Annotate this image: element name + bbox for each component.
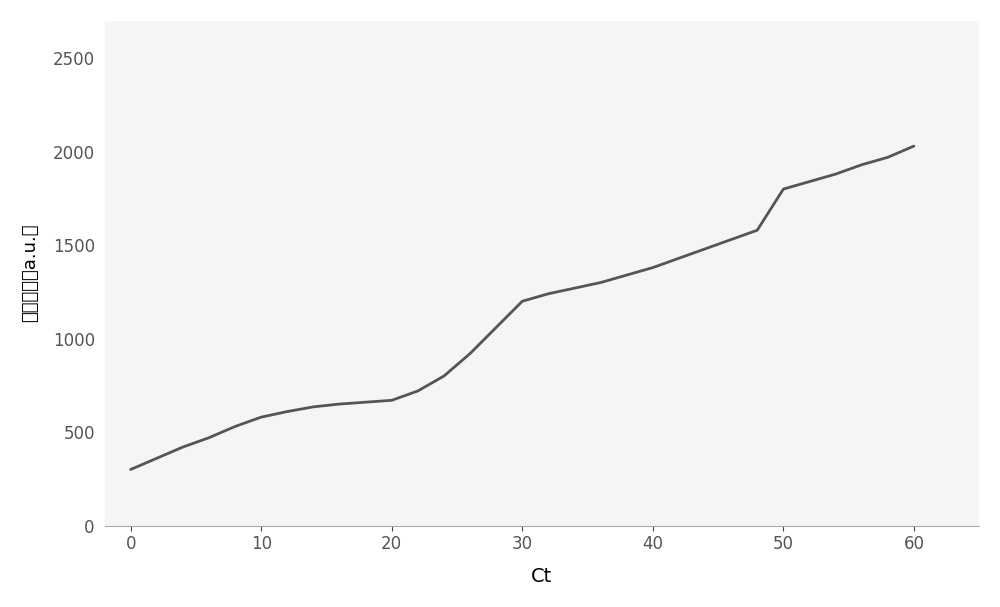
- Y-axis label: 荧光强度（a.u.）: 荧光强度（a.u.）: [21, 224, 39, 322]
- X-axis label: Ct: Ct: [531, 567, 552, 586]
